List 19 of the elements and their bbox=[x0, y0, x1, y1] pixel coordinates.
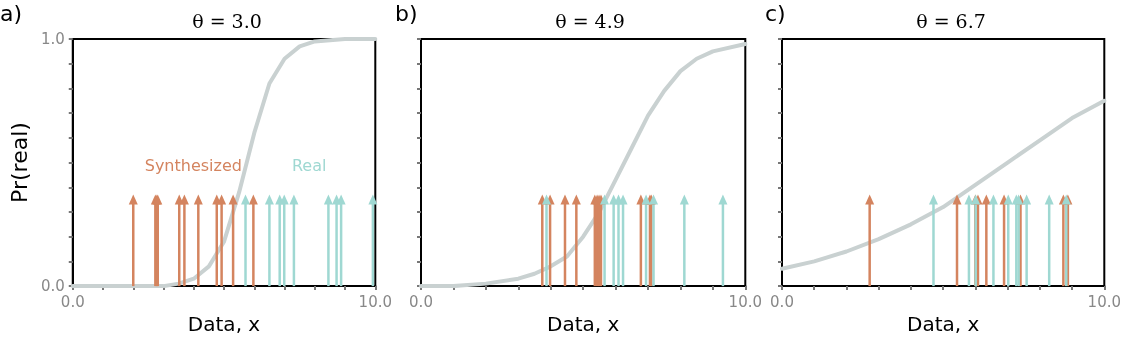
y-tick-label: 1.0 bbox=[40, 30, 65, 48]
series-label: Real bbox=[291, 156, 327, 176]
x-tick-label: 10.0 bbox=[358, 292, 392, 311]
text: b) bbox=[395, 0, 418, 26]
series-label: Synthesized bbox=[144, 156, 242, 176]
x-tick-label: 10.0 bbox=[728, 292, 762, 311]
chart-title: θ = 4.9 bbox=[555, 9, 625, 32]
text: a) bbox=[0, 0, 23, 26]
x-axis-title: Data, x bbox=[906, 312, 980, 336]
y-axis-title: Pr(real) bbox=[6, 122, 32, 203]
x-tick-label: 0.0 bbox=[60, 292, 85, 311]
x-tick-label: 0.0 bbox=[770, 292, 794, 311]
x-tick-label: 0.0 bbox=[409, 292, 433, 311]
x-axis-title: Data, x bbox=[546, 312, 620, 336]
x-axis-title: Data, x bbox=[187, 312, 261, 336]
chart-title: θ = 3.0 bbox=[192, 9, 262, 32]
x-tick-label: 10.0 bbox=[1087, 292, 1121, 311]
chart-title: θ = 6.7 bbox=[916, 9, 986, 32]
text: c) bbox=[765, 0, 786, 26]
